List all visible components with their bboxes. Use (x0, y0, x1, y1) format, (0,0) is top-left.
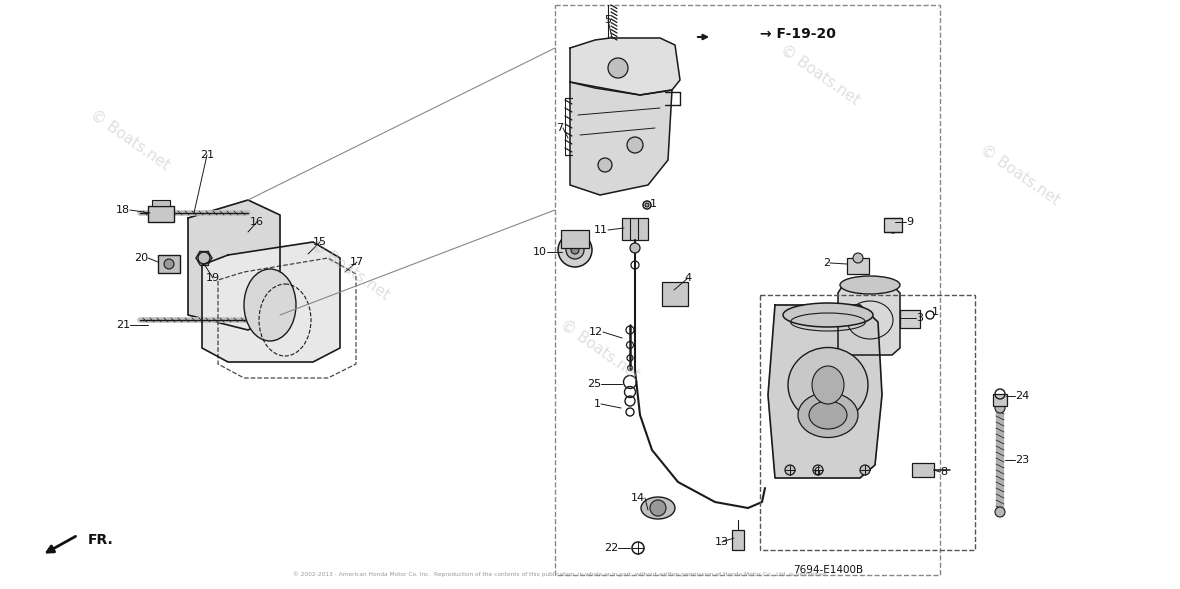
Text: 21: 21 (199, 150, 214, 160)
Circle shape (995, 507, 1005, 517)
Circle shape (571, 246, 579, 254)
Ellipse shape (798, 392, 858, 438)
Polygon shape (838, 285, 900, 355)
Bar (884, 218, 902, 232)
Circle shape (164, 259, 173, 269)
Text: 1: 1 (650, 199, 657, 209)
Text: 5: 5 (604, 15, 611, 25)
Bar (148, 206, 173, 222)
Bar (760, 295, 975, 550)
Bar (847, 258, 868, 274)
Text: © Boats.net: © Boats.net (308, 237, 393, 303)
Polygon shape (202, 242, 340, 362)
Bar (158, 255, 181, 273)
Text: 10: 10 (533, 247, 548, 257)
Circle shape (627, 137, 643, 153)
Text: 24: 24 (1015, 391, 1029, 401)
Circle shape (198, 252, 210, 264)
Text: → F-19-20: → F-19-20 (760, 27, 835, 41)
Text: © Boats.net: © Boats.net (977, 142, 1062, 208)
Circle shape (860, 465, 870, 475)
Text: FR.: FR. (88, 533, 113, 547)
Ellipse shape (812, 366, 844, 404)
Circle shape (608, 58, 628, 78)
Text: 25: 25 (586, 379, 601, 389)
Ellipse shape (840, 276, 900, 294)
Text: 17: 17 (350, 257, 365, 267)
Circle shape (645, 203, 649, 207)
Bar (152, 200, 170, 206)
Circle shape (630, 243, 640, 253)
Bar (622, 218, 648, 240)
Ellipse shape (788, 348, 868, 422)
Text: 6: 6 (813, 467, 820, 477)
Circle shape (650, 500, 666, 516)
Text: 20: 20 (133, 253, 148, 263)
Ellipse shape (244, 269, 296, 341)
Text: 1: 1 (594, 399, 601, 409)
Bar (662, 282, 688, 306)
Ellipse shape (641, 497, 675, 519)
Text: 4: 4 (684, 273, 691, 283)
Text: © 2002-2013 - American Honda Motor Co. Inc.  Reproduction of the contents of thi: © 2002-2013 - American Honda Motor Co. I… (293, 571, 827, 577)
Text: 11: 11 (594, 225, 608, 235)
Circle shape (813, 465, 822, 475)
Text: © Boats.net: © Boats.net (557, 317, 643, 383)
Text: 9: 9 (906, 217, 913, 227)
Text: 8: 8 (940, 467, 948, 477)
Bar (994, 394, 1007, 406)
Text: 1: 1 (932, 307, 939, 317)
Text: 18: 18 (116, 205, 130, 215)
Text: 12: 12 (589, 327, 603, 337)
Circle shape (566, 241, 584, 259)
Polygon shape (570, 38, 680, 95)
Bar (900, 310, 920, 328)
Text: 3: 3 (916, 313, 923, 323)
Text: 22: 22 (604, 543, 618, 553)
Bar (555, 5, 940, 575)
Circle shape (558, 233, 592, 267)
Text: 16: 16 (250, 217, 264, 227)
Text: 14: 14 (631, 493, 645, 503)
Bar (912, 463, 935, 477)
Polygon shape (188, 200, 280, 330)
Text: © Boats.net: © Boats.net (87, 107, 172, 173)
Circle shape (853, 253, 863, 263)
Circle shape (785, 465, 795, 475)
Text: 13: 13 (715, 537, 729, 547)
Polygon shape (570, 82, 671, 195)
Text: 23: 23 (1015, 455, 1029, 465)
Text: 21: 21 (116, 320, 130, 330)
Text: 7694-E1400B: 7694-E1400B (793, 565, 863, 575)
Bar (560, 230, 589, 248)
Text: 19: 19 (206, 273, 219, 283)
Circle shape (995, 403, 1005, 413)
Text: 15: 15 (313, 237, 327, 247)
Text: © Boats.net: © Boats.net (778, 42, 863, 108)
Ellipse shape (809, 401, 847, 429)
Circle shape (598, 158, 612, 172)
Polygon shape (768, 305, 881, 478)
Ellipse shape (784, 303, 873, 327)
Text: 2: 2 (822, 258, 830, 268)
Bar (732, 530, 745, 550)
Text: 7: 7 (556, 123, 563, 133)
Circle shape (889, 223, 898, 233)
